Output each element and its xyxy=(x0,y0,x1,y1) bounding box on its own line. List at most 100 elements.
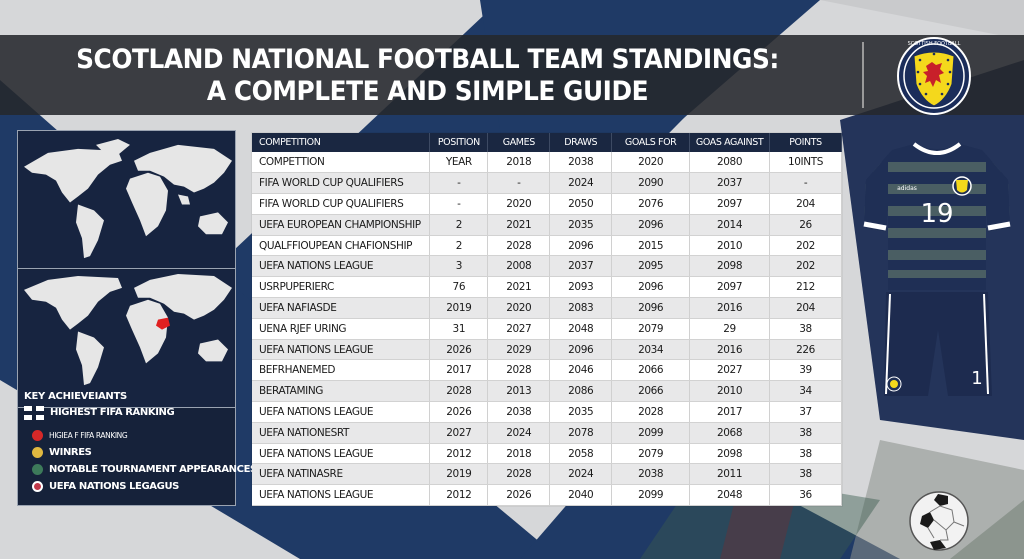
cell-goals-for: 2015 xyxy=(611,235,691,257)
football-icon xyxy=(908,490,970,552)
cell-draws: 2048 xyxy=(549,318,613,340)
table-row: QUALFFIOUPEAN CHAFIONSHIP 2 2028 2096 2015 20… xyxy=(252,235,842,257)
cell-games: 2018 xyxy=(487,443,551,465)
cell-position: 2026 xyxy=(429,339,489,361)
cell-points: 202 xyxy=(769,235,842,257)
cell-position: - xyxy=(429,193,489,215)
table-row: COMPETTION YEAR 2018 2038 2020 2080 10INTS xyxy=(252,152,842,174)
cell-position: 2027 xyxy=(429,422,489,444)
cell-goals-against: 2011 xyxy=(689,463,771,486)
legend-item-nations-league: UEFA NATIONS LEGAGUS xyxy=(24,478,229,495)
col-header-games[interactable]: GAMES xyxy=(487,133,551,152)
table-row: FIFA WORLD CUP QUALIFIERS -2020 2050 2076 20… xyxy=(252,193,842,215)
cell-points: 26 xyxy=(769,214,842,236)
cell-goals-against: 2037 xyxy=(689,172,771,195)
cell-position: 2 xyxy=(429,214,489,236)
cell-points: 34 xyxy=(769,380,842,403)
cell-goals-for: 2020 xyxy=(611,152,691,174)
cell-draws: 2086 xyxy=(549,380,613,403)
svg-text:1: 1 xyxy=(971,368,982,389)
legend-label: HIGHEST FIFA RANKING xyxy=(50,407,175,418)
cell-competition: USRPUPERIERC xyxy=(252,276,431,299)
cell-competition: UEFA NATIONS LEAGUE xyxy=(252,255,431,278)
table-row: UEFA EUROPEAN CHAMPIONSHIP 2 2021 2035 2096 2… xyxy=(252,214,842,236)
cell-position: 2017 xyxy=(429,359,489,382)
table-row: FIFA WORLD CUP QUALIFIERS - -2024 2090 2037- xyxy=(252,172,842,195)
cell-points: 204 xyxy=(769,193,842,215)
cell-goals-against: 2014 xyxy=(689,214,771,236)
cell-position: 2 xyxy=(429,235,489,257)
cell-competition: QUALFFIOUPEAN CHAFIONSHIP xyxy=(252,235,431,257)
cell-games: 2021 xyxy=(487,214,551,236)
cell-goals-against: 2010 xyxy=(689,380,771,403)
scotland-kit-illustration: 19 adidas 1 xyxy=(852,140,1022,410)
col-header-goals-for[interactable]: GOALS FOR xyxy=(611,133,691,152)
cell-points: 39 xyxy=(769,359,842,382)
cell-goals-for: 2066 xyxy=(611,380,691,403)
cell-games: 2020 xyxy=(487,297,551,319)
cell-goals-against: 29 xyxy=(689,318,771,340)
cell-games: 2028 xyxy=(487,463,551,486)
cell-points: 10INTS xyxy=(769,152,842,174)
table-row: UEFA NATIONS LEAGUE 2012 2018 2058 2079 2098 3… xyxy=(252,443,842,465)
table-row: BERATAMING 2028 2013 2086 2066 2010 34 xyxy=(252,380,842,403)
cell-points: 204 xyxy=(769,297,842,319)
cell-position: 76 xyxy=(429,276,489,299)
cell-draws: 2024 xyxy=(549,463,613,486)
title-band xyxy=(0,35,1024,115)
cell-goals-against: 2097 xyxy=(689,276,771,299)
green-badge-icon xyxy=(32,464,43,475)
legend-label: NOTABLE TOURNAMENT APPEARANCES xyxy=(49,464,257,475)
col-header-position[interactable]: POSITION xyxy=(429,133,489,152)
world-map-bottom xyxy=(18,270,235,408)
cell-competition: UEFA NATINASRE xyxy=(252,463,431,486)
cell-position: - xyxy=(429,172,489,195)
cell-competition: FIFA WORLD CUP QUALIFIERS xyxy=(252,172,431,195)
cell-games: 2038 xyxy=(487,401,551,423)
table-row: UEFA NATIONS LEAGUE 2026 2038 2035 2028 2017 3… xyxy=(252,401,842,423)
legend-label: WINRES xyxy=(49,447,92,458)
cell-points: 38 xyxy=(769,422,842,444)
table-row: UEFA NATIONS LEAGUE 2026 2029 2096 2034 2016 2… xyxy=(252,339,842,361)
table-row: UEFA NATIONS LEAGUE 2012 2026 2040 2099 2048 3… xyxy=(252,484,842,507)
table-row: BEFRHANEMED 2017 2028 2046 2066 2027 39 xyxy=(252,359,842,382)
cell-games: 2024 xyxy=(487,422,551,444)
highlight-region xyxy=(156,317,170,330)
col-header-goals-against[interactable]: GOAS AGAINST xyxy=(689,133,771,152)
cell-games: 2029 xyxy=(487,339,551,361)
cell-draws: 2078 xyxy=(549,422,613,444)
cell-draws: 2035 xyxy=(549,401,613,423)
cell-goals-against: 2098 xyxy=(689,255,771,278)
cell-goals-against: 2016 xyxy=(689,297,771,319)
cell-competition: UEFA EUROPEAN CHAMPIONSHIP xyxy=(252,214,431,236)
cell-goals-against: 2048 xyxy=(689,484,771,507)
cell-position: 2026 xyxy=(429,401,489,423)
cell-goals-for: 2076 xyxy=(611,193,691,215)
red-dot-icon xyxy=(32,430,43,441)
gold-dot-icon xyxy=(32,447,43,458)
saltire-flag-icon xyxy=(24,405,44,420)
cell-competition: BERATAMING xyxy=(252,380,431,403)
col-header-competition[interactable]: COMPETITION xyxy=(252,133,431,152)
cell-draws: 2046 xyxy=(549,359,613,382)
cell-goals-against: 2017 xyxy=(689,401,771,423)
title-line-2: A COMPLETE AND SIMPLE GUIDE xyxy=(206,76,649,107)
cell-goals-for: 2034 xyxy=(611,339,691,361)
standings-table: COMPETITION POSITION GAMES DRAWS GOALS F… xyxy=(252,133,842,507)
cell-goals-for: 2099 xyxy=(611,484,691,507)
table-row: UEFA NAFIASDE 2019 2020 2083 2096 2016 204 xyxy=(252,297,842,319)
legend-item-ranking-2: HIGIEA F FIFA RANKING xyxy=(24,427,229,444)
cell-draws: 2037 xyxy=(549,255,613,278)
title-divider xyxy=(862,42,864,108)
cell-goals-for: 2090 xyxy=(611,172,691,195)
cell-draws: 2096 xyxy=(549,339,613,361)
cell-goals-against: 2016 xyxy=(689,339,771,361)
col-header-draws[interactable]: DRAWS xyxy=(549,133,613,152)
legend-label: UEFA NATIONS LEGAGUS xyxy=(49,481,179,492)
key-achievements-legend: KEY ACHIEVEIANTS HIGHEST FIFA RANKING HI… xyxy=(18,383,257,505)
col-header-points[interactable]: POINTS xyxy=(769,133,842,152)
cell-goals-for: 2079 xyxy=(611,318,691,340)
cell-goals-against: 2097 xyxy=(689,193,771,215)
cell-goals-against: 2098 xyxy=(689,443,771,465)
cell-position: 2012 xyxy=(429,443,489,465)
